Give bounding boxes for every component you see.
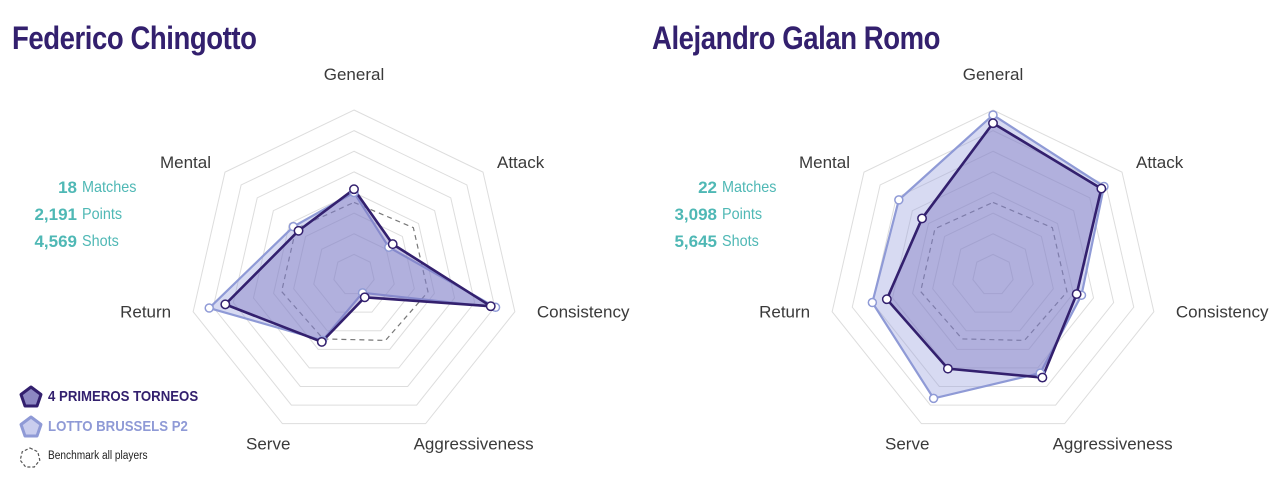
data-point: [1096, 183, 1107, 194]
grid-ring: [952, 233, 1034, 313]
radar-grid: [192, 109, 516, 425]
grid-ring: [252, 171, 456, 369]
series-benchmark-area: [280, 201, 429, 342]
grid-ring: [932, 212, 1054, 332]
axis-label-mental: Mental: [160, 153, 211, 172]
legend-label: Benchmark all players: [48, 450, 148, 462]
stat-matches: 22 Matches: [652, 178, 802, 205]
grid-ring: [313, 233, 395, 313]
axis-label-return: Return: [759, 303, 810, 322]
series-brussels-area: [871, 113, 1106, 400]
stat-value: 22: [698, 178, 717, 197]
stat-label: Matches: [82, 179, 137, 196]
player-panel-chingotto: Federico Chingotto 18 Matches 2,191 Poin…: [12, 20, 630, 468]
grid-ring: [273, 191, 435, 350]
data-point: [894, 195, 904, 205]
data-point: [942, 363, 953, 374]
series-brussels-area: [207, 191, 497, 342]
data-point: [988, 110, 998, 120]
legend-label: 4 PRIMEROS TORNEOS: [48, 388, 199, 405]
data-point: [359, 292, 370, 303]
stat-label: Matches: [722, 179, 777, 196]
stat-value: 5,645: [674, 232, 717, 251]
player-name: Alejandro Galan Romo: [652, 20, 941, 56]
data-point: [293, 225, 304, 236]
data-point: [349, 184, 359, 195]
data-point: [1071, 289, 1082, 300]
axis-label-attack: Attack: [1136, 153, 1184, 172]
series-primeros-area: [222, 187, 492, 344]
series-primeros: [222, 187, 492, 344]
player-panel-galan: Alejandro Galan Romo 22 Matches 3,098 Po…: [640, 0, 1271, 494]
axis-label-mental: Mental: [799, 153, 850, 172]
stat-matches: 18 Matches: [12, 178, 162, 205]
axis-label-consistency: Consistency: [1176, 303, 1269, 322]
series-benchmark-area: [919, 201, 1068, 342]
grid-ring: [293, 212, 415, 332]
data-point: [1037, 372, 1048, 383]
grid-ring: [912, 191, 1074, 350]
data-point: [387, 239, 398, 250]
stat-value: 4,569: [34, 232, 77, 251]
grid-ring: [891, 171, 1095, 369]
stats-block: 22 Matches 3,098 Points 5,645 Shots: [652, 178, 802, 259]
data-point: [204, 303, 214, 313]
axis-label-aggressiveness: Aggressiveness: [414, 435, 534, 454]
grid-ring: [232, 150, 476, 387]
data-point: [220, 299, 231, 310]
data-point: [881, 294, 892, 305]
stat-value: 3,098: [674, 205, 717, 224]
axis-label-aggressiveness: Aggressiveness: [1053, 435, 1173, 454]
stat-shots: 4,569 Shots: [12, 232, 162, 259]
stat-value: 2,191: [34, 205, 77, 224]
legend-label: LOTTO BRUSSELS P2: [48, 418, 188, 435]
pentagon-icon: [19, 415, 43, 438]
data-point: [988, 118, 998, 129]
grid-ring: [871, 150, 1115, 387]
grid-ring: [333, 253, 375, 295]
stat-label: Shots: [82, 233, 119, 250]
axis-label-general: General: [324, 65, 384, 84]
grid-ring: [212, 130, 496, 406]
axis-label-serve: Serve: [885, 435, 929, 454]
stat-label: Shots: [722, 233, 759, 250]
stat-label: Points: [82, 206, 123, 223]
stat-points: 3,098 Points: [652, 205, 802, 232]
player-name: Federico Chingotto: [12, 20, 257, 56]
data-point: [867, 297, 878, 308]
series-brussels: [871, 113, 1106, 400]
data-point: [316, 336, 327, 347]
radar-grid: [831, 109, 1155, 425]
data-point: [485, 301, 496, 312]
stat-value: 18: [58, 178, 77, 197]
grid-ring: [972, 253, 1014, 295]
series-primeros: [885, 121, 1103, 379]
axis-label-serve: Serve: [246, 435, 290, 454]
pentagon-icon: [19, 385, 43, 408]
axis-label-consistency: Consistency: [537, 303, 630, 322]
data-point: [917, 213, 927, 224]
data-point: [928, 393, 939, 404]
stat-label: Points: [722, 206, 763, 223]
stat-shots: 5,645 Shots: [652, 232, 802, 259]
series-benchmark: [280, 201, 429, 342]
dashed-heptagon-icon: [19, 447, 41, 468]
series-brussels: [207, 191, 497, 342]
grid-ring: [192, 109, 516, 425]
series-primeros-area: [885, 121, 1103, 379]
grid-ring: [831, 109, 1155, 425]
series-benchmark: [919, 201, 1068, 342]
axis-label-general: General: [963, 65, 1023, 84]
stats-block: 18 Matches 2,191 Points 4,569 Shots: [12, 178, 162, 259]
axis-label-return: Return: [120, 303, 171, 322]
grid-ring: [851, 130, 1135, 406]
radar-chart: General Attack Consistency Aggressiveness Se…: [120, 65, 630, 454]
stat-points: 2,191 Points: [12, 205, 162, 232]
series-primeros-points: [881, 118, 1107, 383]
radar-chart: General Attack Consistency Aggressiveness Se…: [759, 65, 1269, 454]
axis-label-attack: Attack: [497, 153, 545, 172]
series-primeros-points: [220, 184, 496, 347]
